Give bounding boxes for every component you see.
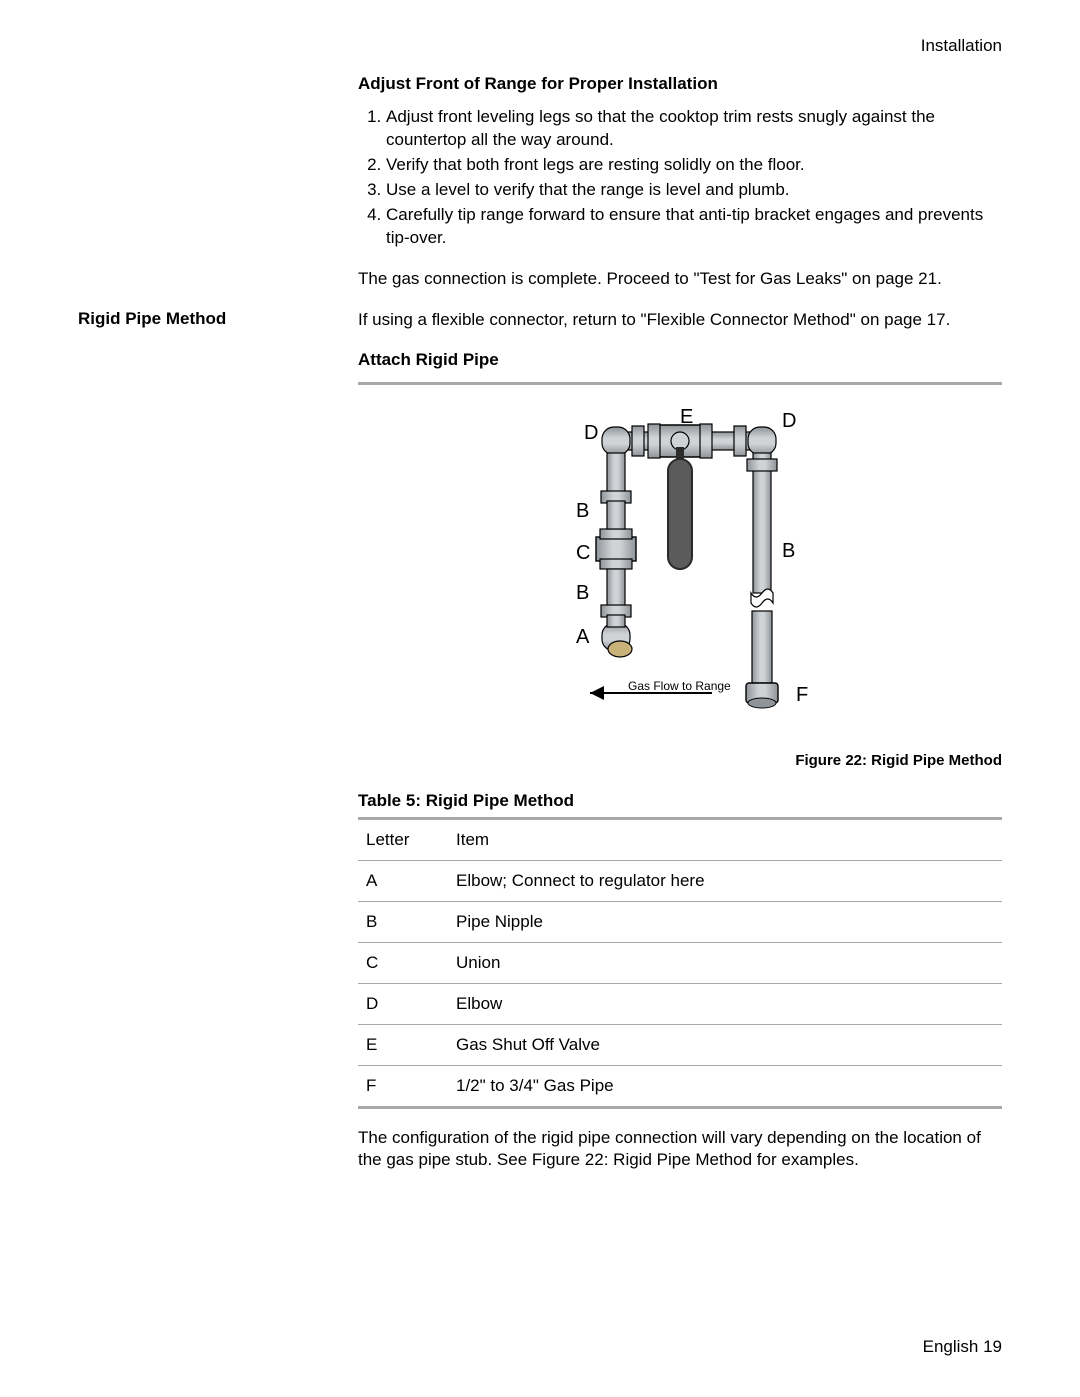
cell-letter: D: [358, 983, 448, 1024]
cell-letter: B: [358, 901, 448, 942]
step: Use a level to verify that the range is …: [386, 179, 1002, 202]
cell-item: Union: [448, 942, 1002, 983]
rigid-side-heading: Rigid Pipe Method: [78, 309, 338, 329]
svg-text:C: C: [576, 542, 590, 564]
table-row: CUnion: [358, 942, 1002, 983]
cell-item: Elbow; Connect to regulator here: [448, 860, 1002, 901]
adjust-after: The gas connection is complete. Proceed …: [358, 268, 1002, 291]
svg-text:D: D: [782, 410, 796, 432]
table-row: F1/2" to 3/4" Gas Pipe: [358, 1065, 1002, 1107]
table-row: BPipe Nipple: [358, 901, 1002, 942]
rigid-pipe-diagram: Gas Flow to RangeEDDBCBBAF: [480, 397, 880, 737]
rigid-intro: If using a flexible connector, return to…: [358, 309, 1002, 332]
cell-item: Pipe Nipple: [448, 901, 1002, 942]
cell-item: 1/2" to 3/4" Gas Pipe: [448, 1065, 1002, 1107]
figure-caption: Figure 22: Rigid Pipe Method: [358, 752, 1002, 769]
parts-table: Letter Item AElbow; Connect to regulator…: [358, 817, 1002, 1109]
col-item: Item: [448, 818, 1002, 860]
page-footer: English 19: [923, 1337, 1002, 1357]
adjust-heading: Adjust Front of Range for Proper Install…: [358, 74, 1002, 94]
svg-text:B: B: [782, 540, 795, 562]
col-letter: Letter: [358, 818, 448, 860]
table-row: AElbow; Connect to regulator here: [358, 860, 1002, 901]
cell-item: Gas Shut Off Valve: [448, 1024, 1002, 1065]
svg-text:B: B: [576, 500, 589, 522]
step: Verify that both front legs are resting …: [386, 154, 1002, 177]
svg-text:B: B: [576, 582, 589, 604]
attach-heading: Attach Rigid Pipe: [358, 350, 1002, 370]
figure-rigid-pipe: Gas Flow to RangeEDDBCBBAF: [358, 382, 1002, 742]
svg-text:A: A: [576, 626, 590, 648]
adjust-steps: Adjust front leveling legs so that the c…: [358, 106, 1002, 250]
table-title: Table 5: Rigid Pipe Method: [358, 791, 1002, 811]
cell-letter: E: [358, 1024, 448, 1065]
svg-text:Gas Flow to Range: Gas Flow to Range: [628, 679, 731, 693]
step: Carefully tip range forward to ensure th…: [386, 204, 1002, 250]
svg-text:D: D: [584, 422, 598, 444]
header-section: Installation: [78, 36, 1002, 56]
cell-letter: A: [358, 860, 448, 901]
table-row: DElbow: [358, 983, 1002, 1024]
cell-item: Elbow: [448, 983, 1002, 1024]
svg-text:F: F: [796, 684, 808, 706]
cell-letter: C: [358, 942, 448, 983]
svg-text:E: E: [680, 406, 693, 428]
cell-letter: F: [358, 1065, 448, 1107]
closing-paragraph: The configuration of the rigid pipe conn…: [358, 1127, 1002, 1173]
table-row: EGas Shut Off Valve: [358, 1024, 1002, 1065]
step: Adjust front leveling legs so that the c…: [386, 106, 1002, 152]
